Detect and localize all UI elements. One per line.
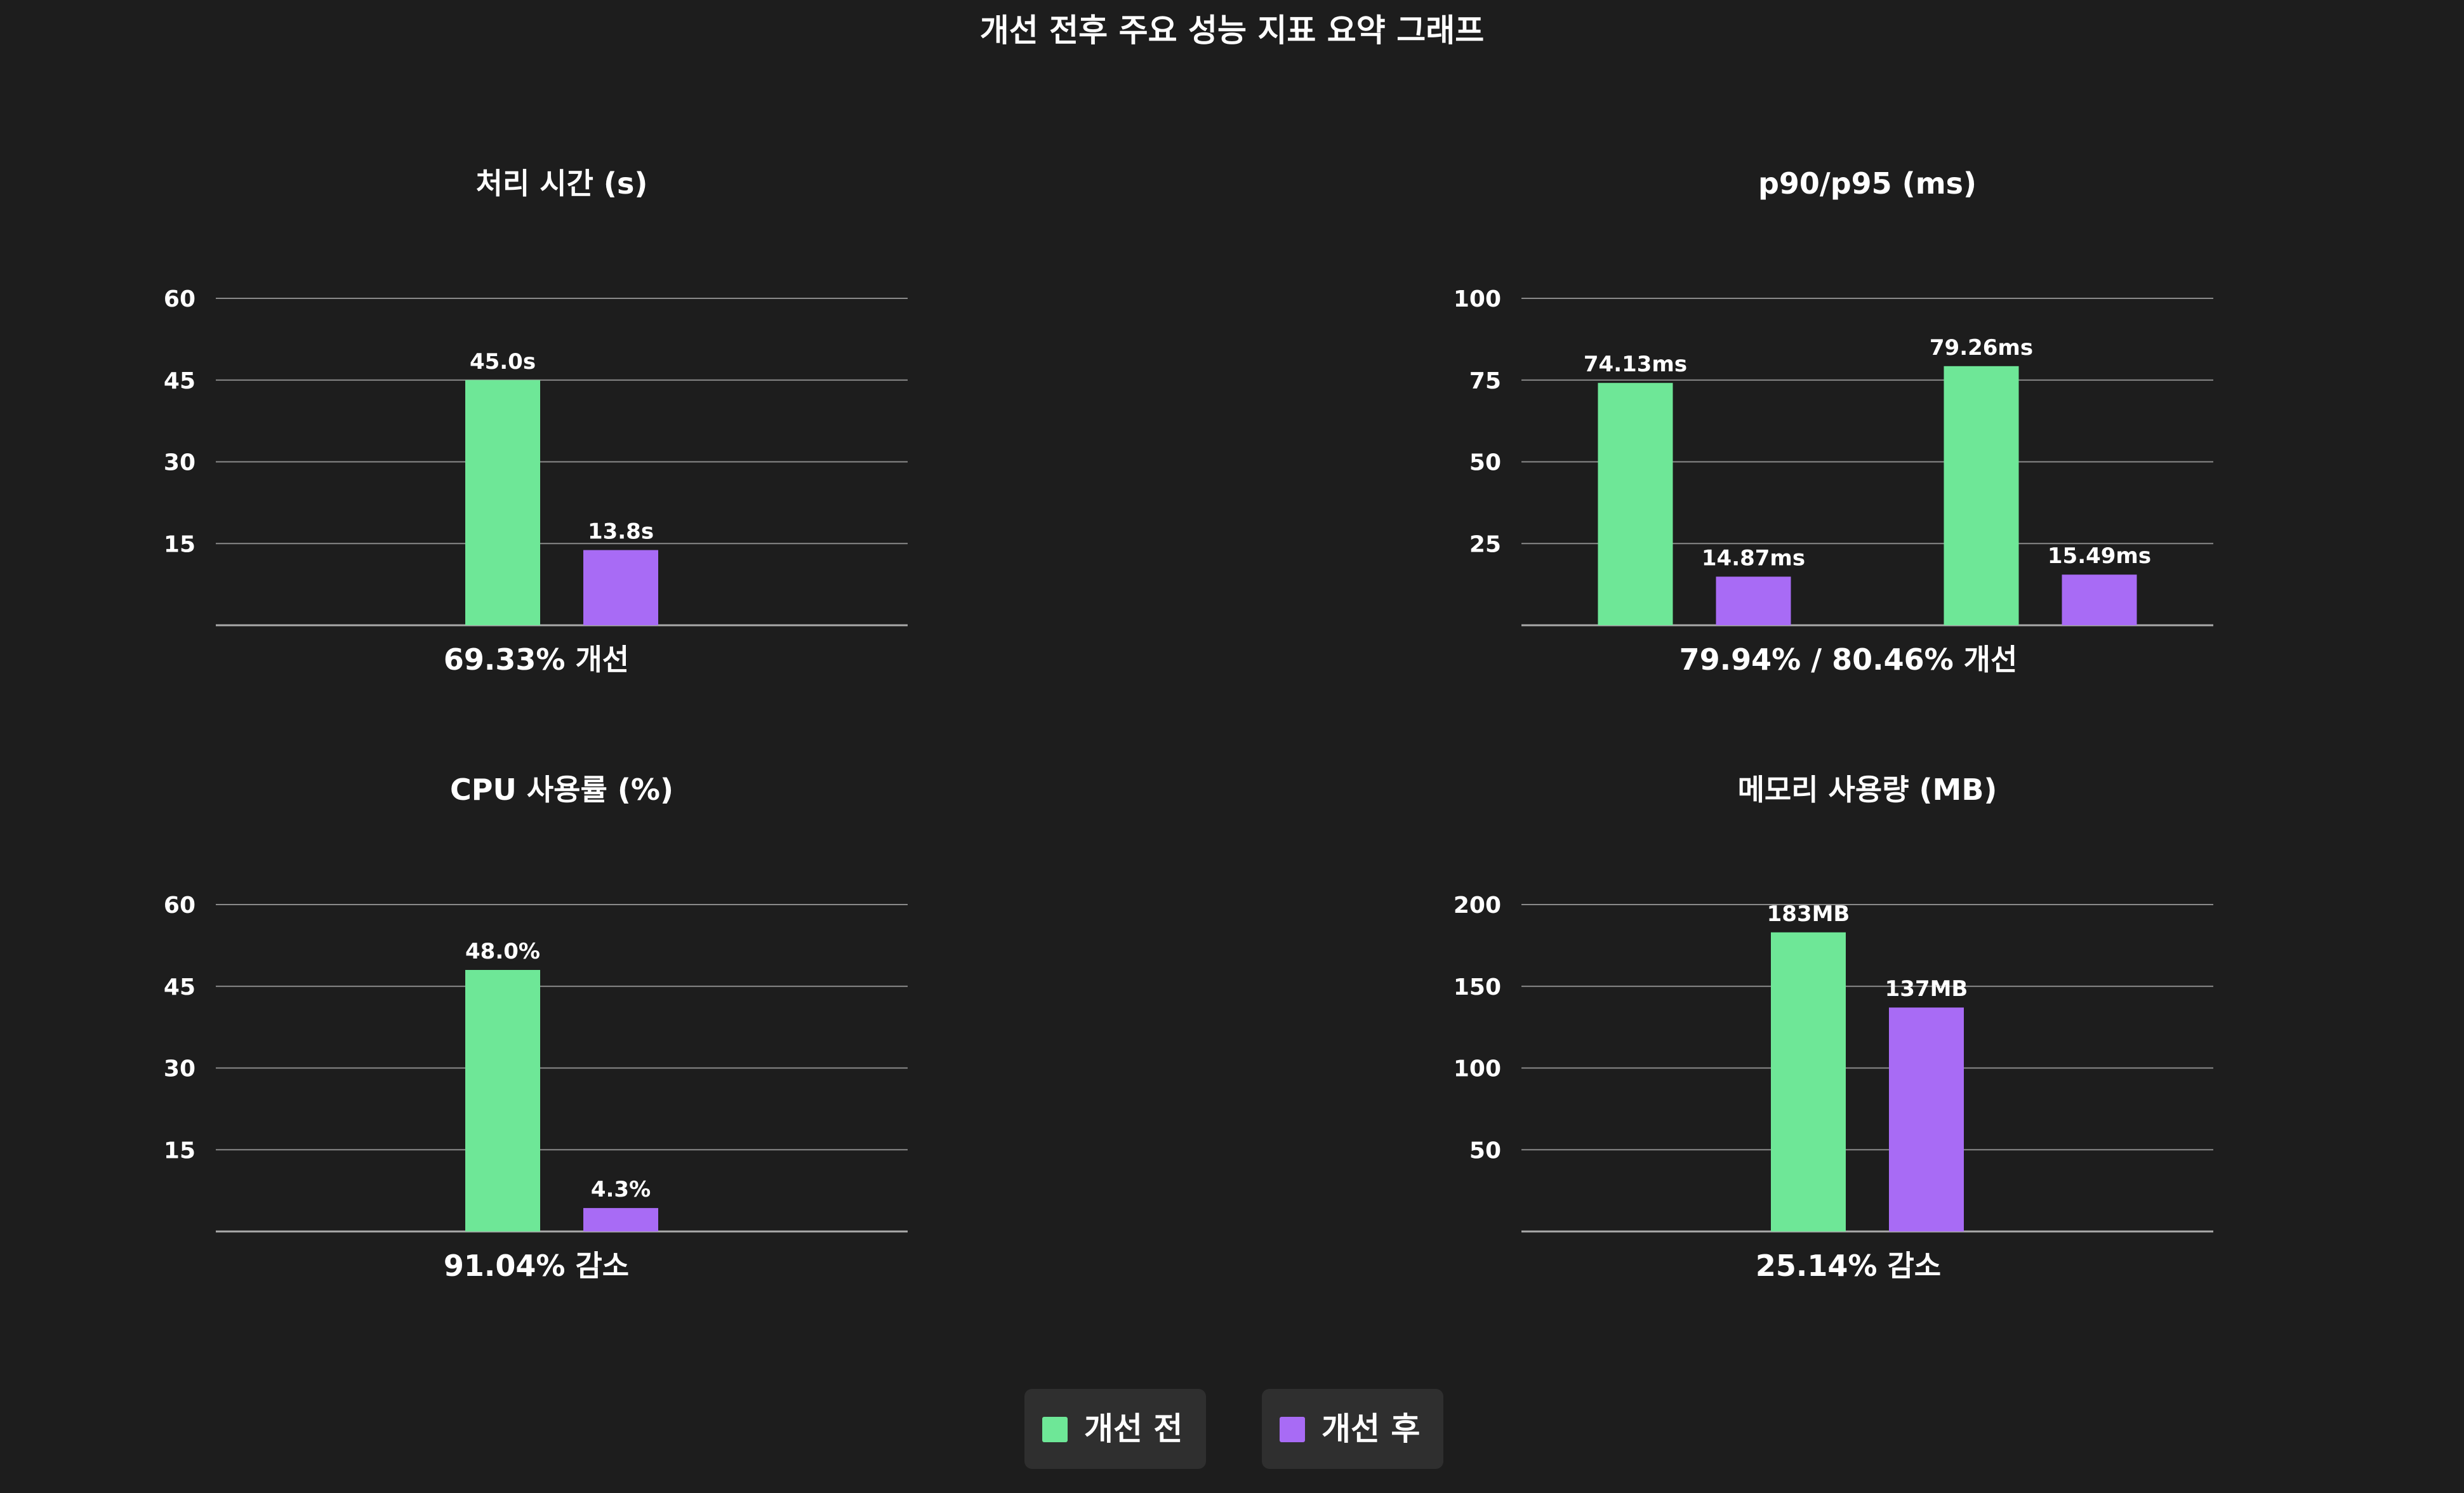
y-tick-label: 60 bbox=[164, 286, 195, 312]
bar-after bbox=[1889, 1007, 1964, 1231]
bar-after bbox=[583, 550, 658, 625]
bar-before bbox=[1771, 932, 1846, 1231]
y-tick-label: 60 bbox=[164, 892, 195, 919]
y-tick-label: 45 bbox=[164, 974, 195, 1000]
chart-title: p90/p95 (ms) bbox=[1758, 166, 1977, 201]
chart-panel-latency: p90/p95 (ms) 25 50 75 100 74.13ms 14.87ms 79.26… bbox=[1398, 162, 2464, 733]
data-label: 79.26ms bbox=[1930, 335, 2033, 361]
bar-before bbox=[465, 380, 540, 625]
legend-label-before: 개선 전 bbox=[1084, 1410, 1183, 1447]
chart-svg: 처리 시간 (s) 15 30 45 60 45.0s 13.8s 69.33% 개선 bbox=[164, 166, 908, 677]
bar-after bbox=[2062, 574, 2137, 625]
y-tick-label: 30 bbox=[164, 450, 195, 476]
legend-swatch-before bbox=[1042, 1417, 1068, 1442]
legend: 개선 전 개선 후 bbox=[0, 1389, 2464, 1469]
y-tick-label: 50 bbox=[1469, 1138, 1501, 1164]
data-label: 45.0s bbox=[470, 349, 536, 375]
chart-panel-cpu: CPU 사용률 (%) 15 30 45 60 48.0% 4.3% 91.04% 감소 bbox=[92, 768, 1203, 1339]
y-tick-label: 50 bbox=[1469, 450, 1501, 476]
legend-swatch-after bbox=[1280, 1417, 1305, 1442]
data-label: 74.13ms bbox=[1584, 352, 1687, 377]
chart-svg: CPU 사용률 (%) 15 30 45 60 48.0% 4.3% 91.04% 감소 bbox=[164, 773, 908, 1283]
chart-caption: 69.33% 개선 bbox=[444, 642, 629, 677]
data-label: 13.8s bbox=[588, 519, 654, 545]
bar-before bbox=[1944, 366, 2019, 625]
chart-title: 메모리 사용량 (MB) bbox=[1738, 773, 1997, 807]
y-tick-label: 75 bbox=[1469, 368, 1501, 394]
legend-label-after: 개선 후 bbox=[1321, 1410, 1421, 1447]
y-tick-label: 30 bbox=[164, 1056, 195, 1082]
y-tick-label: 25 bbox=[1469, 531, 1501, 557]
y-tick-label: 100 bbox=[1454, 286, 1501, 312]
chart-svg: p90/p95 (ms) 25 50 75 100 74.13ms 14.87ms 79.26… bbox=[1454, 166, 2213, 677]
y-tick-label: 200 bbox=[1454, 892, 1501, 919]
data-label: 183MB bbox=[1767, 901, 1850, 927]
page-title: 개선 전후 주요 성능 지표 요약 그래프 bbox=[979, 12, 1485, 49]
chart-panel-memory: 메모리 사용량 (MB) 50 100 150 200 183MB 137MB 25.14% … bbox=[1398, 768, 2464, 1339]
data-label: 14.87ms bbox=[1702, 545, 1805, 571]
bar-after bbox=[1716, 576, 1791, 625]
legend-item-before[interactable]: 개선 전 bbox=[1024, 1389, 1206, 1469]
data-label: 137MB bbox=[1885, 976, 1968, 1002]
bar-before bbox=[1598, 383, 1673, 625]
chart-caption: 25.14% 감소 bbox=[1756, 1249, 1941, 1283]
data-label: 48.0% bbox=[465, 939, 540, 964]
legend-item-after[interactable]: 개선 후 bbox=[1262, 1389, 1443, 1469]
y-tick-label: 15 bbox=[164, 1138, 195, 1164]
chart-panel-processing-time: 처리 시간 (s) 15 30 45 60 45.0s 13.8s 69.33% 개선 bbox=[92, 162, 1203, 733]
y-tick-label: 15 bbox=[164, 531, 195, 557]
bar-before bbox=[465, 970, 540, 1231]
data-label: 4.3% bbox=[591, 1177, 651, 1202]
chart-svg: 메모리 사용량 (MB) 50 100 150 200 183MB 137MB 25.14% … bbox=[1454, 773, 2213, 1283]
y-tick-label: 150 bbox=[1454, 974, 1501, 1000]
chart-title: 처리 시간 (s) bbox=[476, 166, 648, 201]
bar-after bbox=[583, 1208, 658, 1231]
chart-caption: 91.04% 감소 bbox=[444, 1249, 629, 1283]
y-tick-label: 100 bbox=[1454, 1056, 1501, 1082]
chart-caption: 79.94% / 80.46% 개선 bbox=[1679, 642, 2018, 677]
chart-title: CPU 사용률 (%) bbox=[450, 773, 673, 807]
y-tick-label: 45 bbox=[164, 368, 195, 394]
data-label: 15.49ms bbox=[2048, 543, 2151, 569]
